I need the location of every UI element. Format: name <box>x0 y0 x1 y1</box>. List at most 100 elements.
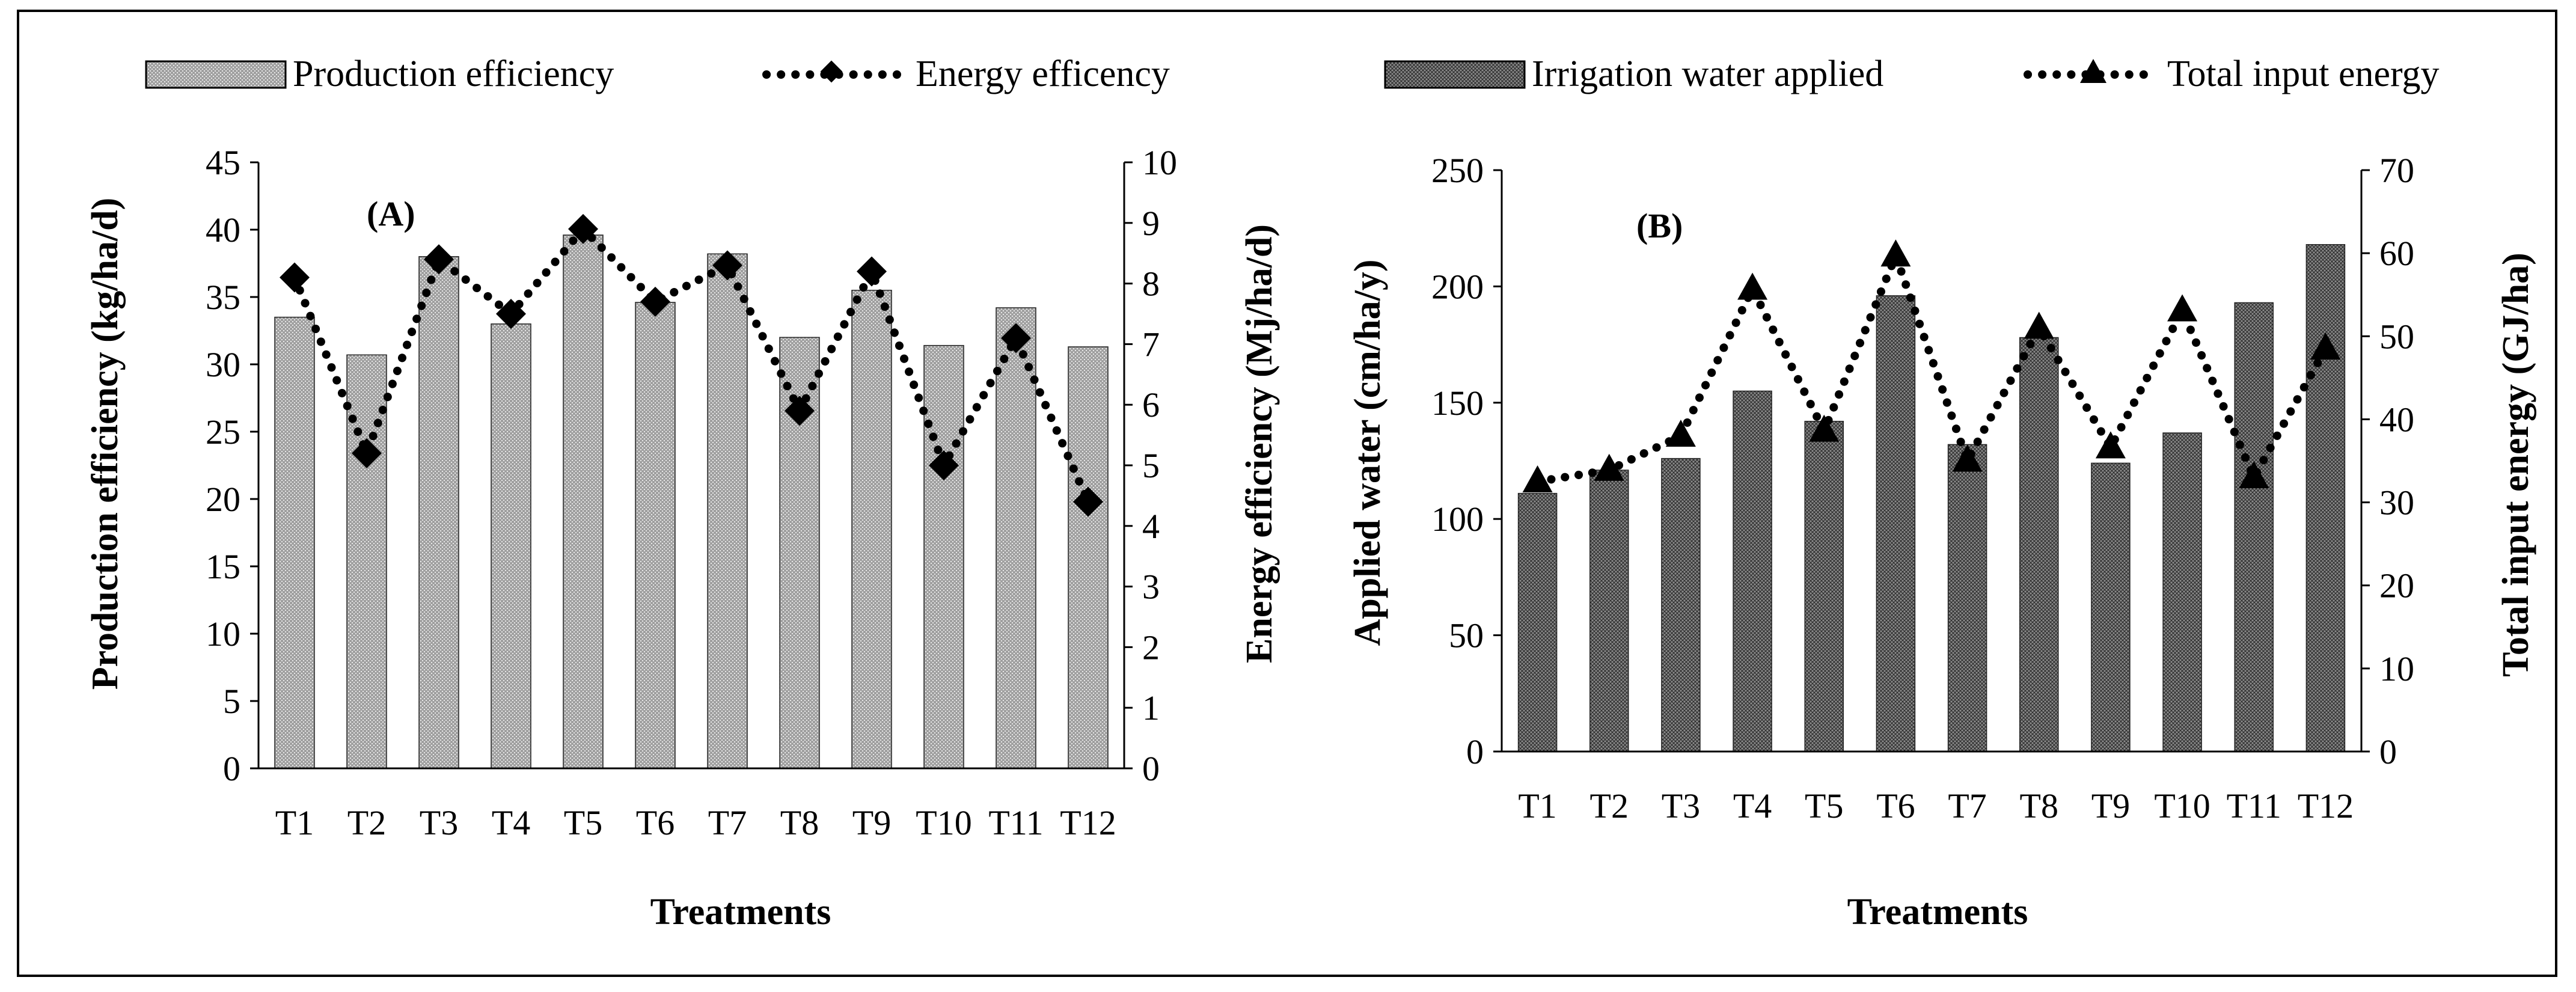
x-tick-label: T4 <box>492 803 530 842</box>
x-tick-label: T9 <box>2091 786 2130 825</box>
right-tick-label: 7 <box>1142 325 1160 364</box>
bar-T9 <box>2091 462 2131 752</box>
panel-a-right-ticks: 0 1 2 3 4 5 6 7 8 9 10 <box>1124 143 1177 788</box>
panel-b-y-title: Applied water (cm/ha/y) <box>1347 260 1388 646</box>
triangle-marker-T6 <box>1880 239 1911 267</box>
diamond-marker-T7 <box>712 250 742 281</box>
x-tick-label: T10 <box>2154 786 2210 825</box>
left-tick-label: 20 <box>206 480 240 519</box>
diamond-marker-T12 <box>1073 486 1103 517</box>
diamond-marker-T10 <box>929 450 959 480</box>
triangle-marker-T1 <box>1522 465 1553 493</box>
x-tick-label: T11 <box>988 803 1043 842</box>
bar-T4 <box>491 323 531 769</box>
x-tick-label: T9 <box>852 803 891 842</box>
left-tick-label: 150 <box>1431 384 1484 423</box>
bar-T10 <box>923 344 964 769</box>
panel-a-bars <box>274 234 1109 769</box>
triangle-marker-T5 <box>1809 414 1840 442</box>
panel-b-axes <box>1501 170 2363 753</box>
left-tick-label: 0 <box>223 749 240 788</box>
diamond-marker-T1 <box>280 262 310 293</box>
right-tick-label: 8 <box>1142 265 1160 304</box>
legend-a-bar-swatch <box>145 60 287 89</box>
left-tick-label: 50 <box>1449 616 1484 655</box>
right-tick-label: 40 <box>2379 400 2414 439</box>
panel-b-right-ticks: 0 10 20 30 40 50 60 70 <box>2361 151 2414 771</box>
panel-b-energy-line <box>1533 251 2330 486</box>
right-tick-label: 60 <box>2379 234 2414 273</box>
x-tick-label: T2 <box>1590 786 1629 825</box>
x-tick-label: T8 <box>2020 786 2058 825</box>
bar-T6 <box>635 302 676 769</box>
panel-b-label: (B) <box>1636 206 1683 245</box>
x-tick-label: T7 <box>708 803 747 842</box>
bar-T1 <box>1517 492 1558 752</box>
legend-a-line-label: Energy efficency <box>916 54 1170 94</box>
figure-border <box>17 10 2557 977</box>
left-tick-label: 30 <box>206 345 240 384</box>
right-tick-label: 10 <box>2379 649 2414 688</box>
bar-T5 <box>1804 420 1844 752</box>
bar-T4 <box>1733 390 1772 752</box>
left-tick-label: 250 <box>1431 151 1484 190</box>
left-tick-label: 15 <box>206 547 240 586</box>
bar-T1 <box>274 316 315 769</box>
energy-line <box>290 224 1092 506</box>
bar-T11 <box>2234 302 2274 752</box>
left-tick-label: 25 <box>206 412 240 452</box>
diamond-marker-T4 <box>496 299 526 329</box>
panel-b: 0 50 100 150 200 250 0 10 20 30 40 50 60 70 T1 T2 T3 T4… <box>1347 151 2536 932</box>
left-tick-label: 100 <box>1431 500 1484 539</box>
diamond-marker-T2 <box>352 438 382 468</box>
right-tick-label: 6 <box>1142 385 1160 424</box>
bar-T12 <box>2305 244 2346 752</box>
bar-T7 <box>1947 444 1987 752</box>
diamond-marker-T9 <box>857 256 887 287</box>
right-tick-label: 2 <box>1142 628 1160 667</box>
x-tick-label: T6 <box>636 803 675 842</box>
panel-a-y-right-title: Energy efficiency (Mj/ha/d) <box>1239 224 1280 663</box>
left-tick-label: 200 <box>1431 267 1484 306</box>
triangle-marker-T11 <box>2239 461 2269 489</box>
triangle-marker-T3 <box>1665 420 1696 447</box>
diamond-marker-T3 <box>424 244 454 275</box>
bar-T10 <box>2162 432 2202 752</box>
bar-T5 <box>563 234 604 769</box>
diamond-marker-T8 <box>785 396 815 426</box>
triangle-marker-T4 <box>1737 272 1768 300</box>
panel-a-energy-markers <box>280 213 1103 517</box>
right-tick-label: 9 <box>1142 204 1160 243</box>
right-tick-label: 50 <box>2379 317 2414 356</box>
right-tick-label: 0 <box>1142 749 1160 788</box>
x-tick-label: T4 <box>1733 786 1772 825</box>
diamond-marker-T11 <box>1001 323 1031 354</box>
panel-b-bars <box>1517 244 2346 752</box>
bar-T9 <box>851 290 892 769</box>
triangle-marker-T8 <box>2024 311 2054 339</box>
left-tick-label: 0 <box>1466 732 1484 771</box>
left-tick-label: 35 <box>206 278 240 317</box>
bar-T12 <box>1068 346 1109 769</box>
bar-T7 <box>707 253 748 769</box>
left-tick-label: 40 <box>206 210 240 250</box>
right-tick-label: 1 <box>1142 688 1160 727</box>
right-tick-label: 20 <box>2379 566 2414 605</box>
x-tick-label: T10 <box>916 803 971 842</box>
legend-a-bar-label: Production efficiency <box>293 54 614 94</box>
panel-b-y-right-title: Total input energy (GJ/ha) <box>2495 253 2536 677</box>
panel-a-x-title: Treatments <box>650 892 831 932</box>
panel-b-x-title: Treatments <box>1847 892 2028 932</box>
panel-a-y-title: Production efficiency (kg/ha/d) <box>85 198 126 690</box>
right-tick-label: 70 <box>2379 151 2414 190</box>
bar-T3 <box>418 256 459 769</box>
legend-a-diamond-marker <box>820 60 843 83</box>
right-tick-label: 5 <box>1142 446 1160 485</box>
triangle-marker-T2 <box>1594 453 1624 481</box>
legend-b: Irrigation water applied Total input ene… <box>1384 54 2440 94</box>
bar-T3 <box>1661 458 1701 752</box>
legend-b-bar-swatch <box>1384 60 1526 89</box>
energy-line <box>1533 251 2330 486</box>
